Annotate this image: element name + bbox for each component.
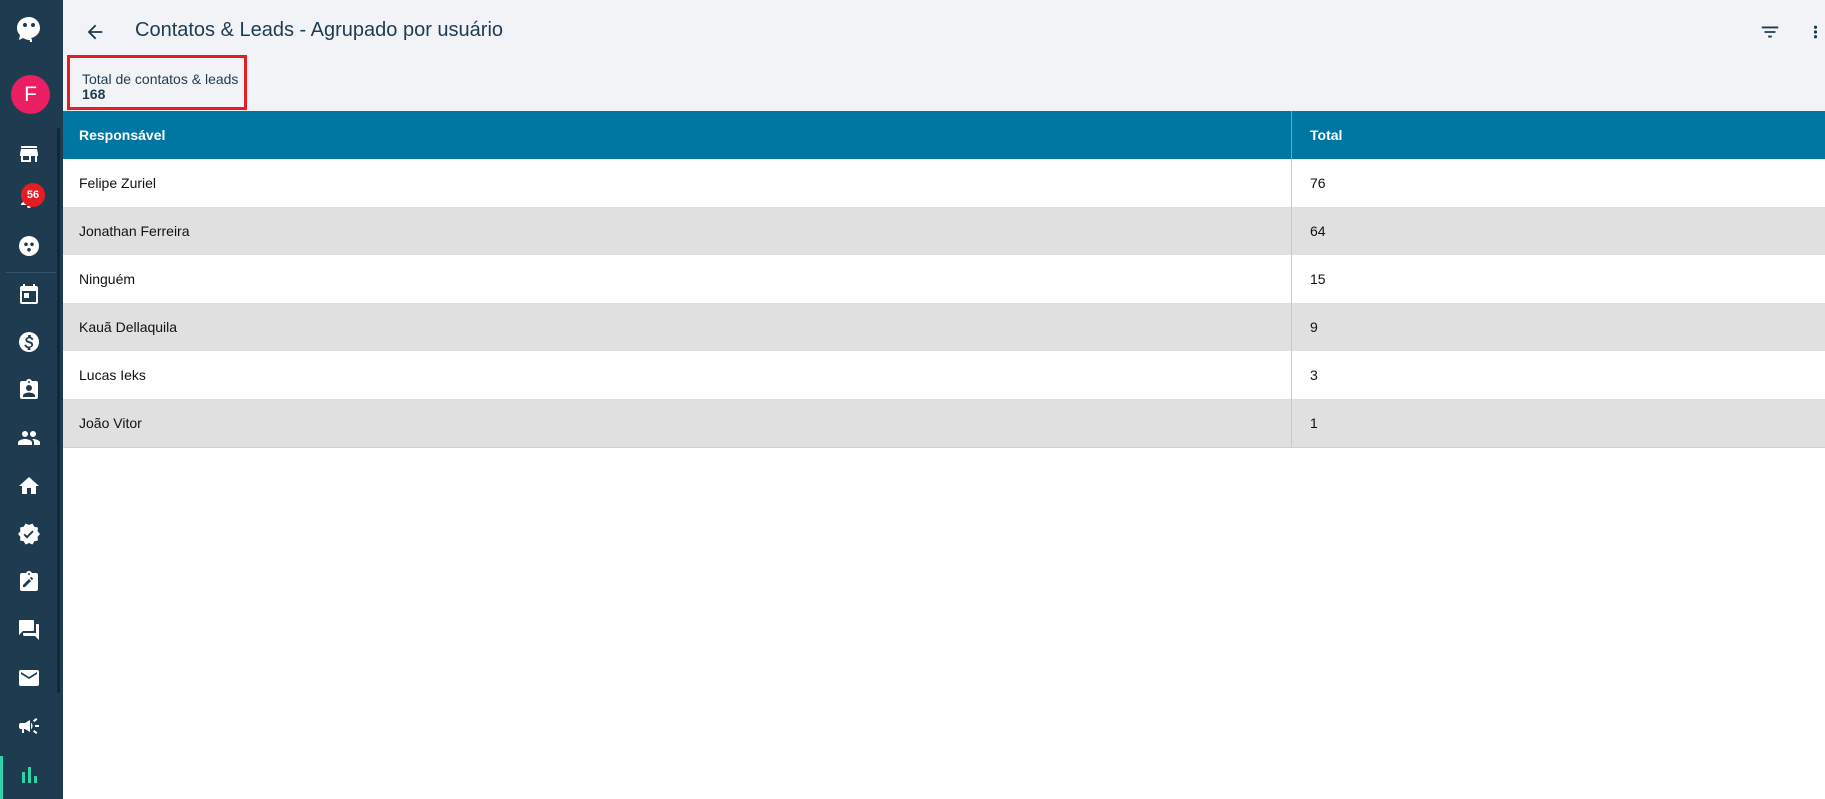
column-header-responsavel[interactable]: Responsável <box>63 111 1292 159</box>
page-title: Contatos & Leads - Agrupado por usuário <box>135 19 504 41</box>
back-arrow-icon[interactable] <box>81 18 109 46</box>
cell-total: 64 <box>1310 223 1326 239</box>
notification-badge: 56 <box>21 183 45 207</box>
groups-icon[interactable] <box>0 228 57 264</box>
sidebar: F 56 <box>0 0 63 799</box>
column-header-total[interactable]: Total <box>1310 127 1343 143</box>
cell-responsavel: Ninguém <box>63 255 1292 303</box>
table-row[interactable]: Felipe Zuriel 76 <box>63 159 1825 207</box>
cell-responsavel: Jonathan Ferreira <box>63 207 1292 255</box>
dollar-icon[interactable] <box>0 324 57 360</box>
cell-responsavel: Lucas Ieks <box>63 351 1292 399</box>
header: Contatos & Leads - Agrupado por usuário … <box>63 0 1825 111</box>
sidebar-scrollbar[interactable] <box>57 128 60 693</box>
campaign-icon[interactable] <box>0 708 57 744</box>
bar-chart-icon[interactable] <box>0 757 57 793</box>
mail-icon[interactable] <box>0 660 57 696</box>
store-icon[interactable] <box>0 136 57 172</box>
total-value: 168 <box>82 86 106 102</box>
cell-total: 1 <box>1310 415 1318 431</box>
calendar-icon[interactable] <box>0 276 57 312</box>
table-row[interactable]: Jonathan Ferreira 64 <box>63 207 1825 255</box>
cell-total: 9 <box>1310 319 1318 335</box>
cell-responsavel: Kauã Dellaquila <box>63 303 1292 351</box>
assignment-icon[interactable] <box>0 564 57 600</box>
grouped-table: Responsável Total Felipe Zuriel 76 Jonat… <box>63 111 1825 448</box>
total-label: Total de contatos & leads <box>82 71 239 87</box>
table-row[interactable]: Ninguém 15 <box>63 255 1825 303</box>
table-row[interactable]: João Vitor 1 <box>63 399 1825 447</box>
verified-icon[interactable] <box>0 516 57 552</box>
cell-total: 15 <box>1310 271 1326 287</box>
cell-responsavel: Felipe Zuriel <box>63 159 1292 207</box>
table-row[interactable]: Lucas Ieks 3 <box>63 351 1825 399</box>
more-vert-icon[interactable] <box>1806 18 1825 46</box>
cell-total: 3 <box>1310 367 1318 383</box>
filter-icon[interactable] <box>1756 18 1784 46</box>
table-header: Responsável Total <box>63 111 1825 159</box>
cell-responsavel: João Vitor <box>63 399 1292 447</box>
table-row[interactable]: Kauã Dellaquila 9 <box>63 303 1825 351</box>
user-avatar[interactable]: F <box>11 75 50 114</box>
chat-icon[interactable] <box>0 612 57 648</box>
sidebar-divider <box>6 272 56 273</box>
people-icon[interactable] <box>0 420 57 456</box>
home-icon[interactable] <box>0 468 57 504</box>
cell-total: 76 <box>1310 175 1326 191</box>
active-indicator <box>0 756 3 799</box>
logo-icon[interactable] <box>0 12 57 48</box>
total-summary: Total de contatos & leads 168 <box>67 55 247 110</box>
badge-icon[interactable] <box>0 372 57 408</box>
